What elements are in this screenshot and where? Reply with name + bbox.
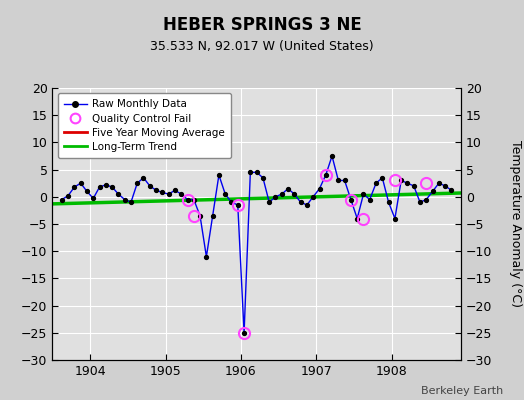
- Legend: Raw Monthly Data, Quality Control Fail, Five Year Moving Average, Long-Term Tren: Raw Monthly Data, Quality Control Fail, …: [58, 93, 231, 158]
- Text: Berkeley Earth: Berkeley Earth: [421, 386, 503, 396]
- Text: HEBER SPRINGS 3 NE: HEBER SPRINGS 3 NE: [162, 16, 362, 34]
- Text: 35.533 N, 92.017 W (United States): 35.533 N, 92.017 W (United States): [150, 40, 374, 53]
- Y-axis label: Temperature Anomaly (°C): Temperature Anomaly (°C): [509, 140, 522, 308]
